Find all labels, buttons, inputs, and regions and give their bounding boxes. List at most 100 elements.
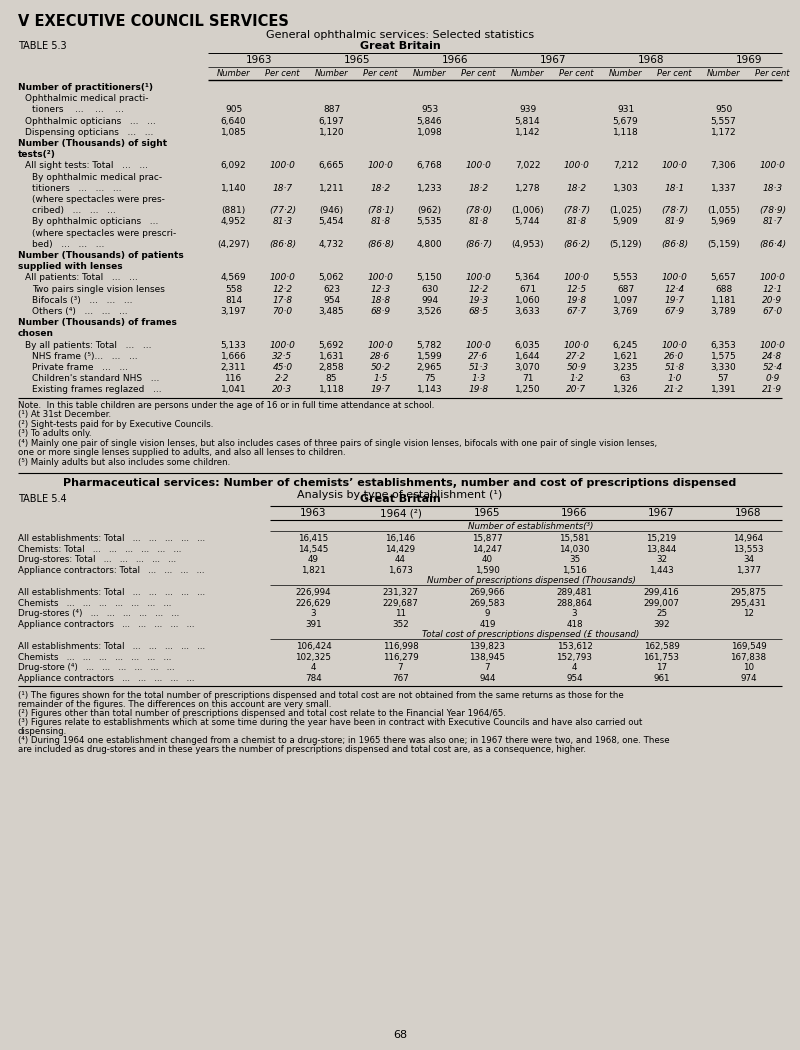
Text: 14,247: 14,247 xyxy=(472,545,502,553)
Text: 1967: 1967 xyxy=(648,508,674,518)
Text: 961: 961 xyxy=(654,674,670,682)
Text: 954: 954 xyxy=(566,674,583,682)
Text: 1,516: 1,516 xyxy=(562,566,587,574)
Text: 950: 950 xyxy=(715,105,732,114)
Text: 6,035: 6,035 xyxy=(514,340,540,350)
Text: 100·0: 100·0 xyxy=(563,162,590,170)
Text: 1,181: 1,181 xyxy=(710,296,736,304)
Text: 5,846: 5,846 xyxy=(417,117,442,126)
Text: NHS frame (⁵)...   ...   ...: NHS frame (⁵)... ... ... xyxy=(32,352,138,361)
Text: 5,969: 5,969 xyxy=(710,217,736,227)
Text: 226,994: 226,994 xyxy=(296,588,331,597)
Text: 81·9: 81·9 xyxy=(665,217,685,227)
Text: (³) Figures relate to establishments which at some time during the year have bee: (³) Figures relate to establishments whi… xyxy=(18,718,642,727)
Text: 1,377: 1,377 xyxy=(736,566,761,574)
Text: 20·7: 20·7 xyxy=(566,385,586,395)
Text: 944: 944 xyxy=(479,674,496,682)
Text: Number: Number xyxy=(217,69,250,78)
Text: 5,744: 5,744 xyxy=(514,217,540,227)
Text: (¹) At 31st December.: (¹) At 31st December. xyxy=(18,411,111,419)
Text: 391: 391 xyxy=(305,620,322,629)
Text: Number (Thousands) of sight: Number (Thousands) of sight xyxy=(18,139,167,148)
Text: 19·8: 19·8 xyxy=(469,385,489,395)
Text: 887: 887 xyxy=(323,105,340,114)
Text: 167,838: 167,838 xyxy=(730,653,766,662)
Text: one or more single lenses supplied to adults, and also all lenses to children.: one or more single lenses supplied to ad… xyxy=(18,448,346,457)
Text: 67·9: 67·9 xyxy=(665,307,685,316)
Text: 295,431: 295,431 xyxy=(730,598,766,608)
Text: bed)   ...   ...   ...: bed) ... ... ... xyxy=(32,239,104,249)
Text: 1,118: 1,118 xyxy=(318,385,344,395)
Text: 32: 32 xyxy=(656,555,667,564)
Text: 100·0: 100·0 xyxy=(466,273,491,282)
Text: 3,526: 3,526 xyxy=(417,307,442,316)
Text: 1,575: 1,575 xyxy=(710,352,736,361)
Text: By ophthalmic medical prac-: By ophthalmic medical prac- xyxy=(32,172,162,182)
Text: 1,821: 1,821 xyxy=(301,566,326,574)
Text: Chemists: Total   ...   ...   ...   ...   ...   ...: Chemists: Total ... ... ... ... ... ... xyxy=(18,545,182,553)
Text: Dispensing opticians   ...   ...: Dispensing opticians ... ... xyxy=(25,128,154,136)
Text: 4,800: 4,800 xyxy=(417,239,442,249)
Text: Children's standard NHS   ...: Children's standard NHS ... xyxy=(32,374,159,383)
Text: Private frame   ...   ...: Private frame ... ... xyxy=(32,363,128,372)
Text: 2,311: 2,311 xyxy=(221,363,246,372)
Text: 1,443: 1,443 xyxy=(649,566,674,574)
Text: 289,481: 289,481 xyxy=(557,588,593,597)
Text: Bifocals (³)   ...   ...   ...: Bifocals (³) ... ... ... xyxy=(32,296,133,304)
Text: 14,030: 14,030 xyxy=(559,545,590,553)
Text: 18·7: 18·7 xyxy=(273,184,293,193)
Text: (³) To adults only.: (³) To adults only. xyxy=(18,429,91,438)
Text: (⁵) Mainly adults but also includes some children.: (⁵) Mainly adults but also includes some… xyxy=(18,458,230,466)
Text: 34: 34 xyxy=(743,555,754,564)
Text: 18·2: 18·2 xyxy=(370,184,390,193)
Text: 51·3: 51·3 xyxy=(469,363,489,372)
Text: 116: 116 xyxy=(225,374,242,383)
Text: 100·0: 100·0 xyxy=(662,340,687,350)
Text: 67·7: 67·7 xyxy=(566,307,586,316)
Text: Number: Number xyxy=(314,69,348,78)
Text: Number of prescriptions dispensed (Thousands): Number of prescriptions dispensed (Thous… xyxy=(426,576,635,585)
Text: Appliance contractors   ...   ...   ...   ...   ...: Appliance contractors ... ... ... ... ..… xyxy=(18,674,194,682)
Text: 1,250: 1,250 xyxy=(514,385,540,395)
Text: 15,219: 15,219 xyxy=(646,534,677,543)
Text: 1,172: 1,172 xyxy=(710,128,736,136)
Text: 1,120: 1,120 xyxy=(318,128,344,136)
Text: 68·9: 68·9 xyxy=(370,307,390,316)
Text: (4,297): (4,297) xyxy=(218,239,250,249)
Text: (78·9): (78·9) xyxy=(759,206,786,215)
Text: 14,545: 14,545 xyxy=(298,545,329,553)
Text: Per cent: Per cent xyxy=(363,69,398,78)
Text: V EXECUTIVE COUNCIL SERVICES: V EXECUTIVE COUNCIL SERVICES xyxy=(18,14,289,29)
Text: 688: 688 xyxy=(715,285,732,294)
Text: 3: 3 xyxy=(310,609,316,618)
Text: 1967: 1967 xyxy=(540,55,566,65)
Text: 75: 75 xyxy=(424,374,435,383)
Text: 18·2: 18·2 xyxy=(566,184,586,193)
Text: 40: 40 xyxy=(482,555,493,564)
Text: 14,429: 14,429 xyxy=(386,545,415,553)
Text: 67·0: 67·0 xyxy=(762,307,782,316)
Text: 1,233: 1,233 xyxy=(417,184,442,193)
Text: 352: 352 xyxy=(392,620,409,629)
Text: 1,098: 1,098 xyxy=(417,128,442,136)
Text: cribed)   ...   ...   ...: cribed) ... ... ... xyxy=(32,206,116,215)
Text: 299,416: 299,416 xyxy=(644,588,679,597)
Text: 3,633: 3,633 xyxy=(514,307,540,316)
Text: 1,278: 1,278 xyxy=(514,184,540,193)
Text: 1,118: 1,118 xyxy=(613,128,638,136)
Text: (where spectacles were pres-: (where spectacles were pres- xyxy=(32,195,165,204)
Text: 954: 954 xyxy=(323,296,340,304)
Text: 231,327: 231,327 xyxy=(382,588,418,597)
Text: (1,055): (1,055) xyxy=(707,206,740,215)
Text: 27·6: 27·6 xyxy=(469,352,489,361)
Text: 5,553: 5,553 xyxy=(613,273,638,282)
Text: 162,589: 162,589 xyxy=(643,643,679,651)
Text: 52·4: 52·4 xyxy=(762,363,782,372)
Text: 26·0: 26·0 xyxy=(665,352,685,361)
Text: 7: 7 xyxy=(485,664,490,672)
Text: 71: 71 xyxy=(522,374,534,383)
Text: 12·1: 12·1 xyxy=(762,285,782,294)
Text: Drug-stores: Total   ...   ...   ...   ...   ...: Drug-stores: Total ... ... ... ... ... xyxy=(18,555,176,564)
Text: Appliance contractors   ...   ...   ...   ...   ...: Appliance contractors ... ... ... ... ..… xyxy=(18,620,194,629)
Text: Existing frames reglazed   ...: Existing frames reglazed ... xyxy=(32,385,162,395)
